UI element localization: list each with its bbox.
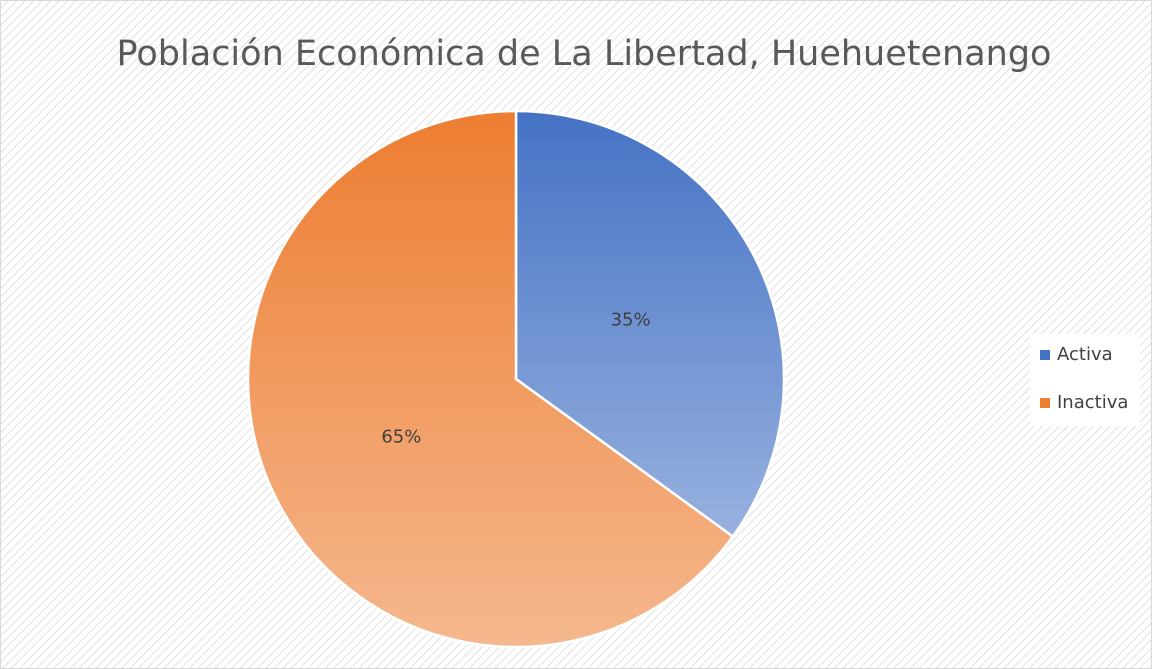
pie-slice <box>514 109 786 539</box>
data-label: 65% <box>381 426 421 447</box>
legend-swatch <box>1040 398 1050 408</box>
data-label: 35% <box>611 310 651 331</box>
legend-label: Inactiva <box>1057 392 1128 413</box>
chart-title: Población Económica de La Libertad, Hueh… <box>117 34 1052 74</box>
legend-box <box>1030 334 1140 426</box>
legend-swatch <box>1040 350 1050 360</box>
pie-slice <box>246 109 735 649</box>
legend-label: Activa <box>1057 344 1113 365</box>
